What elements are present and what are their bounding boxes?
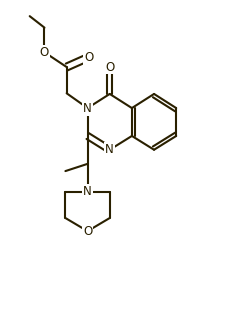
- Text: O: O: [105, 61, 114, 73]
- Text: O: O: [84, 51, 93, 64]
- Text: O: O: [83, 225, 92, 238]
- Text: N: N: [83, 185, 92, 198]
- Text: N: N: [105, 143, 114, 156]
- Text: O: O: [40, 46, 49, 59]
- Text: N: N: [83, 102, 92, 115]
